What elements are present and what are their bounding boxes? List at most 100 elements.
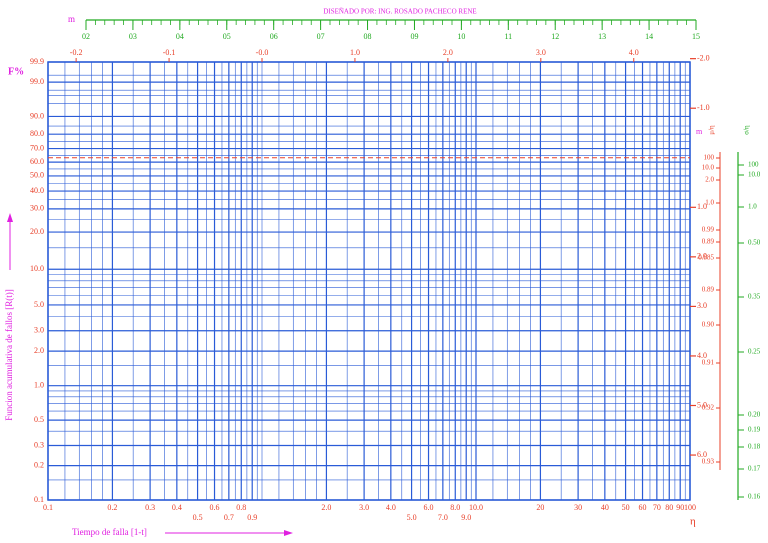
- y-tick-label: 3.0: [34, 326, 44, 335]
- sigma-eta-label: 0.35: [748, 293, 761, 301]
- mu-eta-label: 0.89: [702, 238, 715, 246]
- x-arrowhead: [284, 530, 293, 536]
- mu-eta-label: 0.92: [702, 404, 715, 412]
- x-axis-label: Tiempo de falla [1-t]: [72, 527, 147, 537]
- y-tick-label: 80.0: [30, 129, 44, 138]
- m-tick-label: 08: [364, 32, 372, 41]
- sigma-eta-title: σ/η: [743, 125, 751, 135]
- x-tick-label: 0.3: [145, 503, 155, 512]
- y-tick-label: 20.0: [30, 227, 44, 236]
- sigma-eta-label: 1.0: [748, 203, 757, 211]
- x-tick-label: 70: [653, 503, 661, 512]
- ln-tick-label: -0.2: [70, 48, 83, 57]
- chart-title: DISEÑADO POR: ING. ROSADO PACHECO RENE: [323, 8, 476, 16]
- sigma-eta-label: 0.18: [748, 443, 761, 451]
- y-tick-label: 50.0: [30, 171, 44, 180]
- right-tick-label: 6.0: [697, 450, 707, 459]
- mu-eta-label: 10.0: [702, 164, 715, 172]
- sigma-eta-label: 100: [748, 161, 759, 169]
- mu-eta-label: 0.91: [702, 359, 715, 367]
- x-tick-label: 10.0: [469, 503, 483, 512]
- mu-eta-label: 0.99: [702, 226, 715, 234]
- sigma-eta-label: 0.20: [748, 411, 761, 419]
- x-tick-label: 0.2: [107, 503, 117, 512]
- m-tick-label: 12: [551, 32, 559, 41]
- plot-frame: [47, 61, 691, 501]
- x-tick-label: 90: [676, 503, 684, 512]
- ln-tick-label: -0.1: [163, 48, 176, 57]
- right-tick-label: 2.0: [697, 252, 707, 261]
- m-tick-label: 07: [317, 32, 325, 41]
- ln-tick-label: 4.0: [629, 48, 639, 57]
- sigma-eta-label: 10.0: [748, 171, 761, 179]
- y-tick-label: 1.0: [34, 381, 44, 390]
- right-tick-label: -1.0: [697, 103, 710, 112]
- x-tick-label: 60: [639, 503, 647, 512]
- y-tick-label: 10.0: [30, 264, 44, 273]
- right-tick-label: 4.0: [697, 351, 707, 360]
- x-tick-label: 3.0: [359, 503, 369, 512]
- y-tick-label: 0.5: [34, 415, 44, 424]
- y-tick-label: 40.0: [30, 186, 44, 195]
- sigma-eta-label: 0.16: [748, 493, 761, 501]
- y-tick-label: 0.1: [34, 495, 44, 504]
- right-axis-symbol: m: [696, 127, 703, 136]
- mu-eta-title: μ/η: [708, 125, 716, 135]
- sigma-eta-label: 0.50: [748, 239, 761, 247]
- mu-eta-label: 100: [704, 154, 715, 162]
- x-tick-label: 80: [665, 503, 673, 512]
- x-tick-label: 20: [536, 503, 544, 512]
- x-tick-label: 50: [622, 503, 630, 512]
- x-tick-label: 0.1: [43, 503, 53, 512]
- x-tick-label: 9.0: [461, 513, 471, 522]
- y-tick-label: 30.0: [30, 204, 44, 213]
- mu-eta-label: 2.0: [705, 176, 714, 184]
- x-tick-label: 0.8: [236, 503, 246, 512]
- mu-eta-label: 0.885: [698, 254, 714, 262]
- x-tick-label: 4.0: [386, 503, 396, 512]
- m-tick-label: 11: [504, 32, 512, 41]
- x-tick-label: 0.9: [247, 513, 257, 522]
- y-tick-label: 70.0: [30, 143, 44, 152]
- y-tick-label: 2.0: [34, 346, 44, 355]
- y-axis-label: Funcion acumulativa de fallos [R(t)]: [4, 289, 14, 420]
- right-tick-label: -2.0: [697, 53, 710, 62]
- x-tick-label: 6.0: [424, 503, 434, 512]
- mu-eta-label: 1.0: [705, 199, 714, 207]
- y-tick-label: 99.9: [30, 57, 44, 66]
- sigma-eta-label: 0.19: [748, 426, 761, 434]
- m-tick-label: 04: [176, 32, 184, 41]
- mu-eta-label: 0.93: [702, 458, 715, 466]
- right-tick-label: 5.0: [697, 400, 707, 409]
- x-tick-label: 0.6: [210, 503, 220, 512]
- y-tick-label: 90.0: [30, 111, 44, 120]
- m-tick-label: 03: [129, 32, 137, 41]
- m-tick-label: 10: [457, 32, 465, 41]
- mu-eta-label: 0.89: [702, 286, 715, 294]
- m-tick-label: 13: [598, 32, 606, 41]
- x-tick-label: 30: [574, 503, 582, 512]
- y-tick-label: 0.2: [34, 460, 44, 469]
- y-unit-label: F%: [8, 66, 24, 77]
- y-tick-label: 99.0: [30, 77, 44, 86]
- x-tick-label: 8.0: [450, 503, 460, 512]
- ln-tick-label: 1.0: [350, 48, 360, 57]
- x-tick-label: 7.0: [438, 513, 448, 522]
- ln-tick-label: -0.0: [256, 48, 269, 57]
- right-tick-label: 1.0: [697, 202, 707, 211]
- y-tick-label: 0.3: [34, 440, 44, 449]
- x-tick-label: 0.5: [193, 513, 203, 522]
- y-tick-label: 5.0: [34, 300, 44, 309]
- ln-tick-label: 2.0: [443, 48, 453, 57]
- x-tick-label: 5.0: [407, 513, 417, 522]
- x-tick-label: 100: [684, 503, 696, 512]
- m-axis-symbol: m: [68, 14, 75, 24]
- m-tick-label: 02: [82, 32, 90, 41]
- x-tick-label: 0.4: [172, 503, 182, 512]
- m-tick-label: 06: [270, 32, 278, 41]
- mu-eta-label: 0.90: [702, 321, 715, 329]
- x-axis-symbol: η: [690, 516, 696, 528]
- right-tick-label: 3.0: [697, 301, 707, 310]
- m-tick-label: 05: [223, 32, 231, 41]
